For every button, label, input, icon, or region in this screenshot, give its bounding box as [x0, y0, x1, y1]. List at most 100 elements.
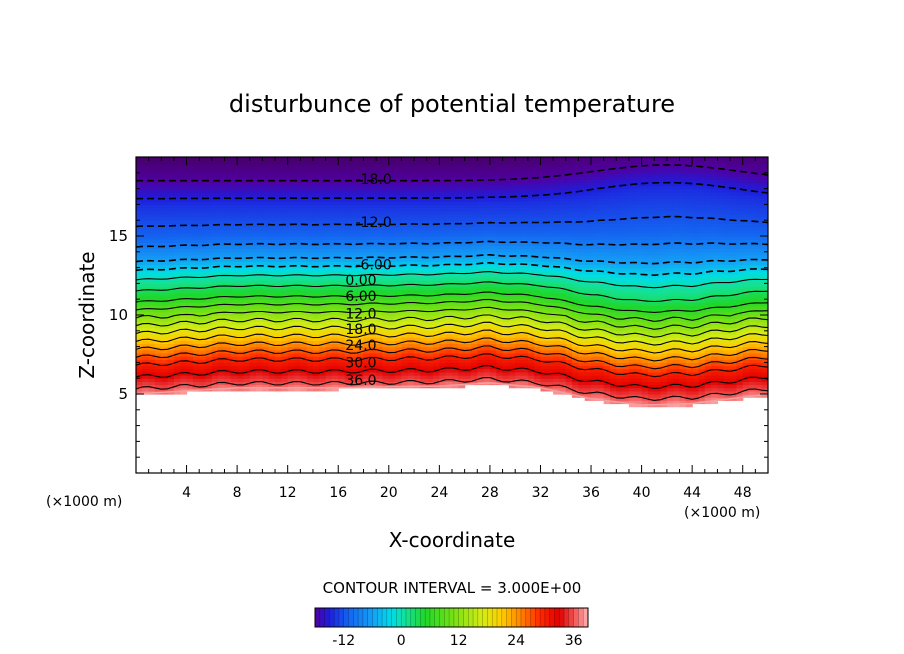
- field-cell: [357, 194, 365, 199]
- field-cell: [502, 179, 510, 183]
- field-cell: [388, 349, 396, 354]
- field-cell: [546, 286, 554, 291]
- field-cell: [407, 157, 415, 161]
- field-cell: [325, 157, 333, 161]
- field-cell: [407, 286, 415, 291]
- field-cell: [496, 198, 504, 202]
- field-cell: [331, 371, 339, 376]
- field-cell: [180, 378, 188, 382]
- field-cell: [376, 163, 384, 168]
- field-cell: [489, 232, 497, 237]
- field-cell: [294, 172, 301, 177]
- field-cell: [534, 223, 542, 228]
- field-cell: [173, 368, 181, 373]
- field-cell: [325, 330, 333, 335]
- field-cell: [433, 362, 440, 367]
- field-cell: [136, 384, 143, 389]
- field-cell: [527, 337, 535, 341]
- field-cell: [458, 213, 466, 218]
- field-cell: [154, 191, 162, 196]
- field-cell: [192, 254, 200, 259]
- field-cell: [483, 242, 491, 247]
- field-cell: [489, 368, 497, 373]
- field-cell: [407, 270, 415, 275]
- field-cell: [186, 267, 194, 272]
- field-cell: [407, 371, 415, 376]
- field-cell: [464, 333, 472, 338]
- field-cell: [281, 340, 289, 345]
- field-cell: [452, 175, 459, 180]
- field-cell: [458, 166, 466, 171]
- field-cell: [350, 349, 358, 354]
- field-cell: [350, 194, 358, 199]
- field-cell: [477, 267, 485, 272]
- field-cell: [420, 169, 428, 174]
- field-cell: [281, 204, 289, 209]
- field-cell: [199, 191, 207, 196]
- field-cell: [489, 242, 497, 247]
- field-cell: [237, 365, 245, 370]
- field-cell: [382, 229, 390, 234]
- field-cell: [167, 359, 175, 363]
- field-cell: [148, 349, 156, 354]
- field-cell: [325, 315, 333, 319]
- field-cell: [218, 261, 226, 266]
- field-cell: [192, 324, 200, 329]
- field-cell: [477, 362, 485, 367]
- field-cell: [540, 191, 548, 196]
- field-cell: [338, 318, 346, 322]
- field-cell: [521, 264, 529, 269]
- field-cell: [300, 182, 308, 187]
- field-cell: [369, 229, 377, 234]
- field-cell: [148, 226, 156, 231]
- field-cell: [414, 166, 421, 171]
- field-cell: [319, 365, 327, 370]
- field-cell: [344, 207, 352, 212]
- field-cell: [180, 321, 188, 326]
- field-cell: [218, 185, 226, 190]
- field-cell: [540, 333, 548, 338]
- field-cell: [331, 201, 339, 205]
- field-cell: [553, 172, 561, 177]
- field-cell: [363, 318, 371, 322]
- field-cell: [319, 270, 327, 275]
- field-cell: [180, 349, 188, 354]
- field-cell: [237, 198, 245, 202]
- field-cell: [534, 261, 542, 266]
- field-cell: [249, 292, 257, 297]
- field-cell: [458, 182, 466, 187]
- field-cell: [224, 198, 232, 202]
- field-cell: [319, 343, 327, 348]
- field-cell: [395, 175, 403, 180]
- field-cell: [256, 289, 263, 294]
- field-cell: [256, 198, 263, 202]
- field-cell: [148, 289, 156, 294]
- field-cell: [357, 296, 365, 300]
- field-cell: [553, 283, 561, 288]
- field-cell: [300, 330, 308, 335]
- field-cell: [477, 378, 485, 382]
- field-cell: [388, 296, 396, 300]
- field-cell: [325, 371, 333, 376]
- field-cell: [350, 381, 358, 386]
- field-cell: [350, 277, 358, 281]
- field-cell: [192, 333, 200, 338]
- field-cell: [186, 318, 194, 322]
- field-cell: [464, 226, 472, 231]
- field-cell: [268, 191, 276, 196]
- field-cell: [540, 270, 548, 275]
- field-cell: [154, 223, 162, 228]
- field-cell: [350, 264, 358, 269]
- field-cell: [414, 368, 421, 373]
- field-cell: [420, 248, 428, 253]
- field-cell: [350, 375, 358, 379]
- field-cell: [275, 163, 282, 168]
- field-cell: [287, 245, 295, 250]
- field-cell: [294, 264, 301, 269]
- field-cell: [483, 311, 491, 316]
- field-cell: [148, 163, 156, 168]
- field-cell: [540, 213, 548, 218]
- field-cell: [249, 220, 257, 224]
- field-cell: [527, 352, 535, 357]
- field-cell: [173, 343, 181, 348]
